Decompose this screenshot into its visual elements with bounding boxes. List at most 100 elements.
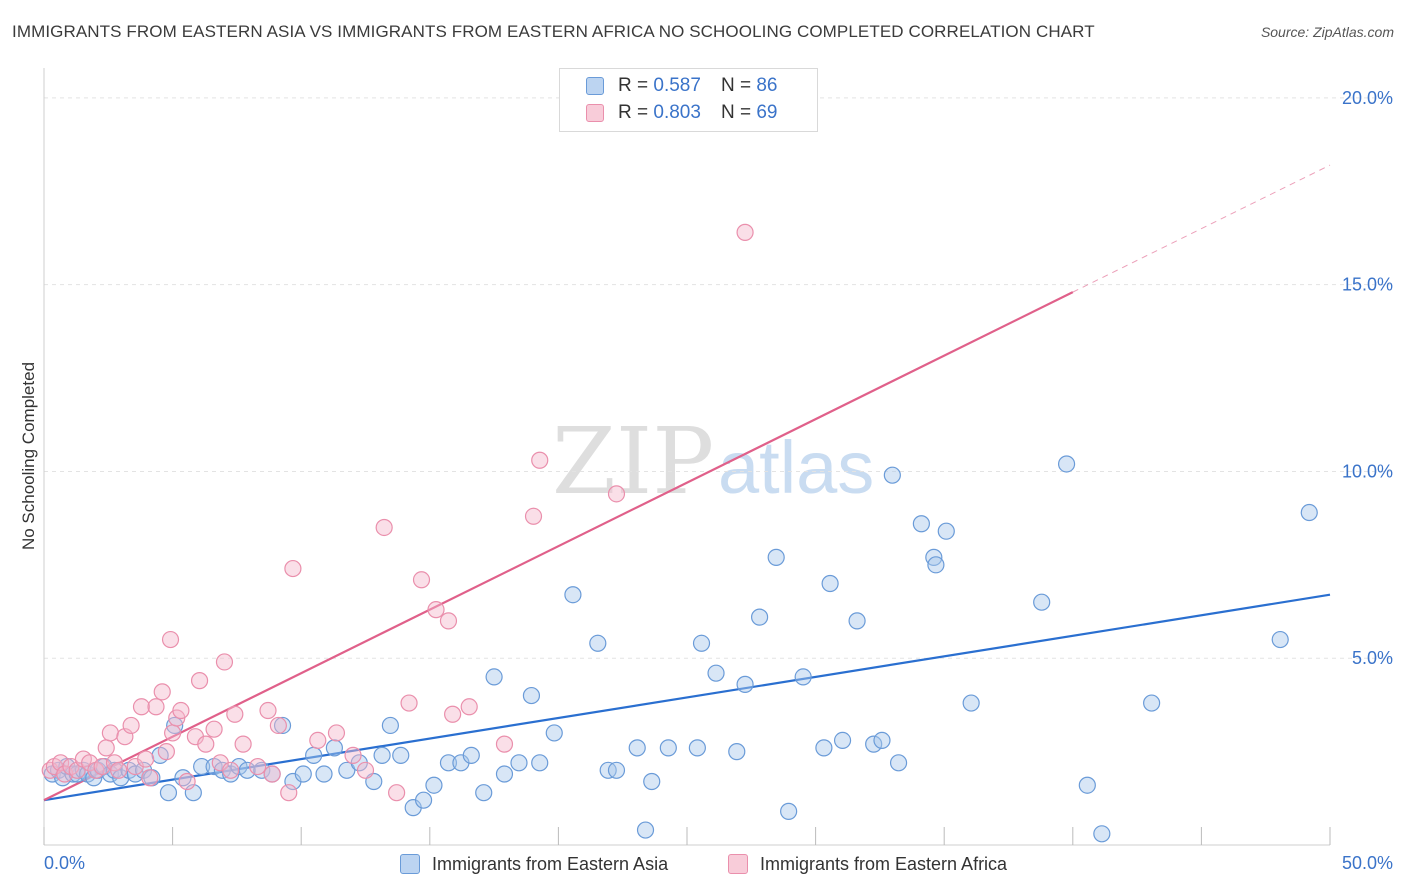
africa-point — [226, 705, 244, 723]
africa-point — [161, 630, 180, 649]
asia-point — [305, 746, 323, 764]
asia-point — [1271, 630, 1289, 649]
legend-r-value-africa: 0.803 — [653, 102, 701, 123]
africa-point — [215, 653, 234, 671]
asia-point — [889, 754, 908, 772]
asia-point — [315, 765, 333, 783]
bottom-legend-africa: Immigrants from Eastern Africa — [728, 851, 1007, 877]
asia-point — [381, 716, 399, 735]
africa-point — [524, 507, 543, 525]
africa-point — [157, 743, 175, 761]
africa-point — [164, 724, 182, 742]
asia-point — [1300, 503, 1318, 522]
bottom-legend-asia: Immigrants from Eastern Asia — [400, 851, 668, 877]
legend-n-value-africa: 69 — [756, 102, 778, 123]
bottom-legend-swatch-asia — [400, 854, 420, 874]
bottom-legend-label-asia: Immigrants from Eastern Asia — [432, 853, 669, 874]
asia-point — [485, 668, 503, 686]
bottom-legend-swatch-africa — [728, 854, 748, 874]
africa-point — [495, 735, 514, 753]
africa-point — [269, 716, 287, 735]
africa-point — [427, 601, 445, 619]
africa-point — [439, 612, 458, 630]
y-axis-label: No Schooling Completed — [19, 362, 38, 550]
x-tick-label-min: 0.0% — [44, 853, 85, 873]
africa-point — [197, 735, 215, 753]
africa-point — [234, 735, 252, 753]
y-tick-label: 15.0% — [1342, 275, 1393, 295]
bottom-legend-label-africa: Immigrants from Eastern Africa — [760, 853, 1008, 874]
africa-point — [122, 716, 140, 735]
legend-r-label-asia: R = — [618, 75, 649, 96]
asia-point — [1057, 455, 1076, 473]
africa-point — [607, 485, 626, 503]
africa-point — [97, 739, 115, 757]
asia-point — [589, 634, 607, 652]
asia-point — [833, 731, 852, 750]
asia-point — [294, 765, 312, 783]
watermark-atlas: atlas — [718, 426, 874, 509]
asia-point — [1078, 776, 1096, 794]
legend-row-asia: R = 0.587 N = 86 — [586, 74, 777, 98]
asia-point — [475, 784, 493, 802]
asia-point — [767, 548, 785, 566]
asia-point — [821, 574, 839, 593]
africa-point — [178, 772, 196, 791]
legend-swatch-asia — [586, 77, 604, 95]
asia-point — [962, 694, 980, 712]
asia-point — [1033, 593, 1051, 611]
africa-point — [327, 724, 346, 742]
asia-point — [439, 754, 458, 772]
africa-point — [147, 698, 165, 716]
africa-point — [190, 672, 209, 690]
asia-point — [273, 716, 292, 735]
legend-n-value-asia: 86 — [756, 75, 778, 96]
asia-point — [927, 556, 945, 574]
asia-point — [707, 664, 725, 682]
asia-point — [230, 757, 248, 776]
africa-point — [412, 571, 431, 589]
watermark-zip: ZIP — [552, 408, 714, 515]
africa-point — [263, 765, 281, 783]
source-label: Source: ZipAtlas.com — [1260, 24, 1394, 40]
asia-point — [462, 746, 480, 764]
legend-n-label-africa: N = — [720, 102, 752, 123]
asia-point — [780, 802, 798, 820]
y-tick-label: 5.0% — [1352, 648, 1393, 668]
asia-point — [1143, 694, 1161, 712]
africa-point — [137, 750, 155, 768]
legend-row-africa: R = 0.803 N = 69 — [586, 101, 777, 125]
legend-r-value-asia: 0.587 — [653, 75, 701, 96]
africa-trendline — [43, 291, 1074, 802]
legend-swatch-africa — [586, 104, 604, 122]
y-tick-label: 10.0% — [1342, 461, 1393, 481]
africa-point — [284, 559, 302, 578]
asia-point — [545, 724, 563, 742]
asia-point — [848, 612, 866, 630]
africa-point — [132, 698, 151, 716]
africa-point — [375, 518, 393, 537]
legend-n-label-asia: N = — [720, 75, 752, 96]
africa-point — [356, 761, 375, 779]
asia-point — [688, 739, 706, 757]
asia-point — [564, 586, 582, 604]
zipatlas-watermark: ZIP atlas — [552, 408, 874, 515]
asia-point — [692, 634, 711, 652]
asia-point — [912, 515, 930, 533]
asia-point — [643, 772, 661, 791]
asia-point — [531, 754, 549, 772]
asia-point — [522, 686, 541, 705]
chart-title: IMMIGRANTS FROM EASTERN ASIA VS IMMIGRAN… — [12, 22, 1095, 41]
africa-point — [344, 746, 362, 764]
asia-point — [794, 668, 812, 686]
asia-point — [628, 739, 646, 757]
africa-point — [101, 724, 119, 742]
asia-point — [495, 765, 514, 783]
asia-point — [659, 739, 677, 757]
africa-point — [110, 761, 128, 779]
africa-point — [309, 731, 327, 750]
asia-point — [373, 746, 391, 764]
africa-point — [531, 451, 549, 469]
asia-point — [883, 466, 901, 484]
